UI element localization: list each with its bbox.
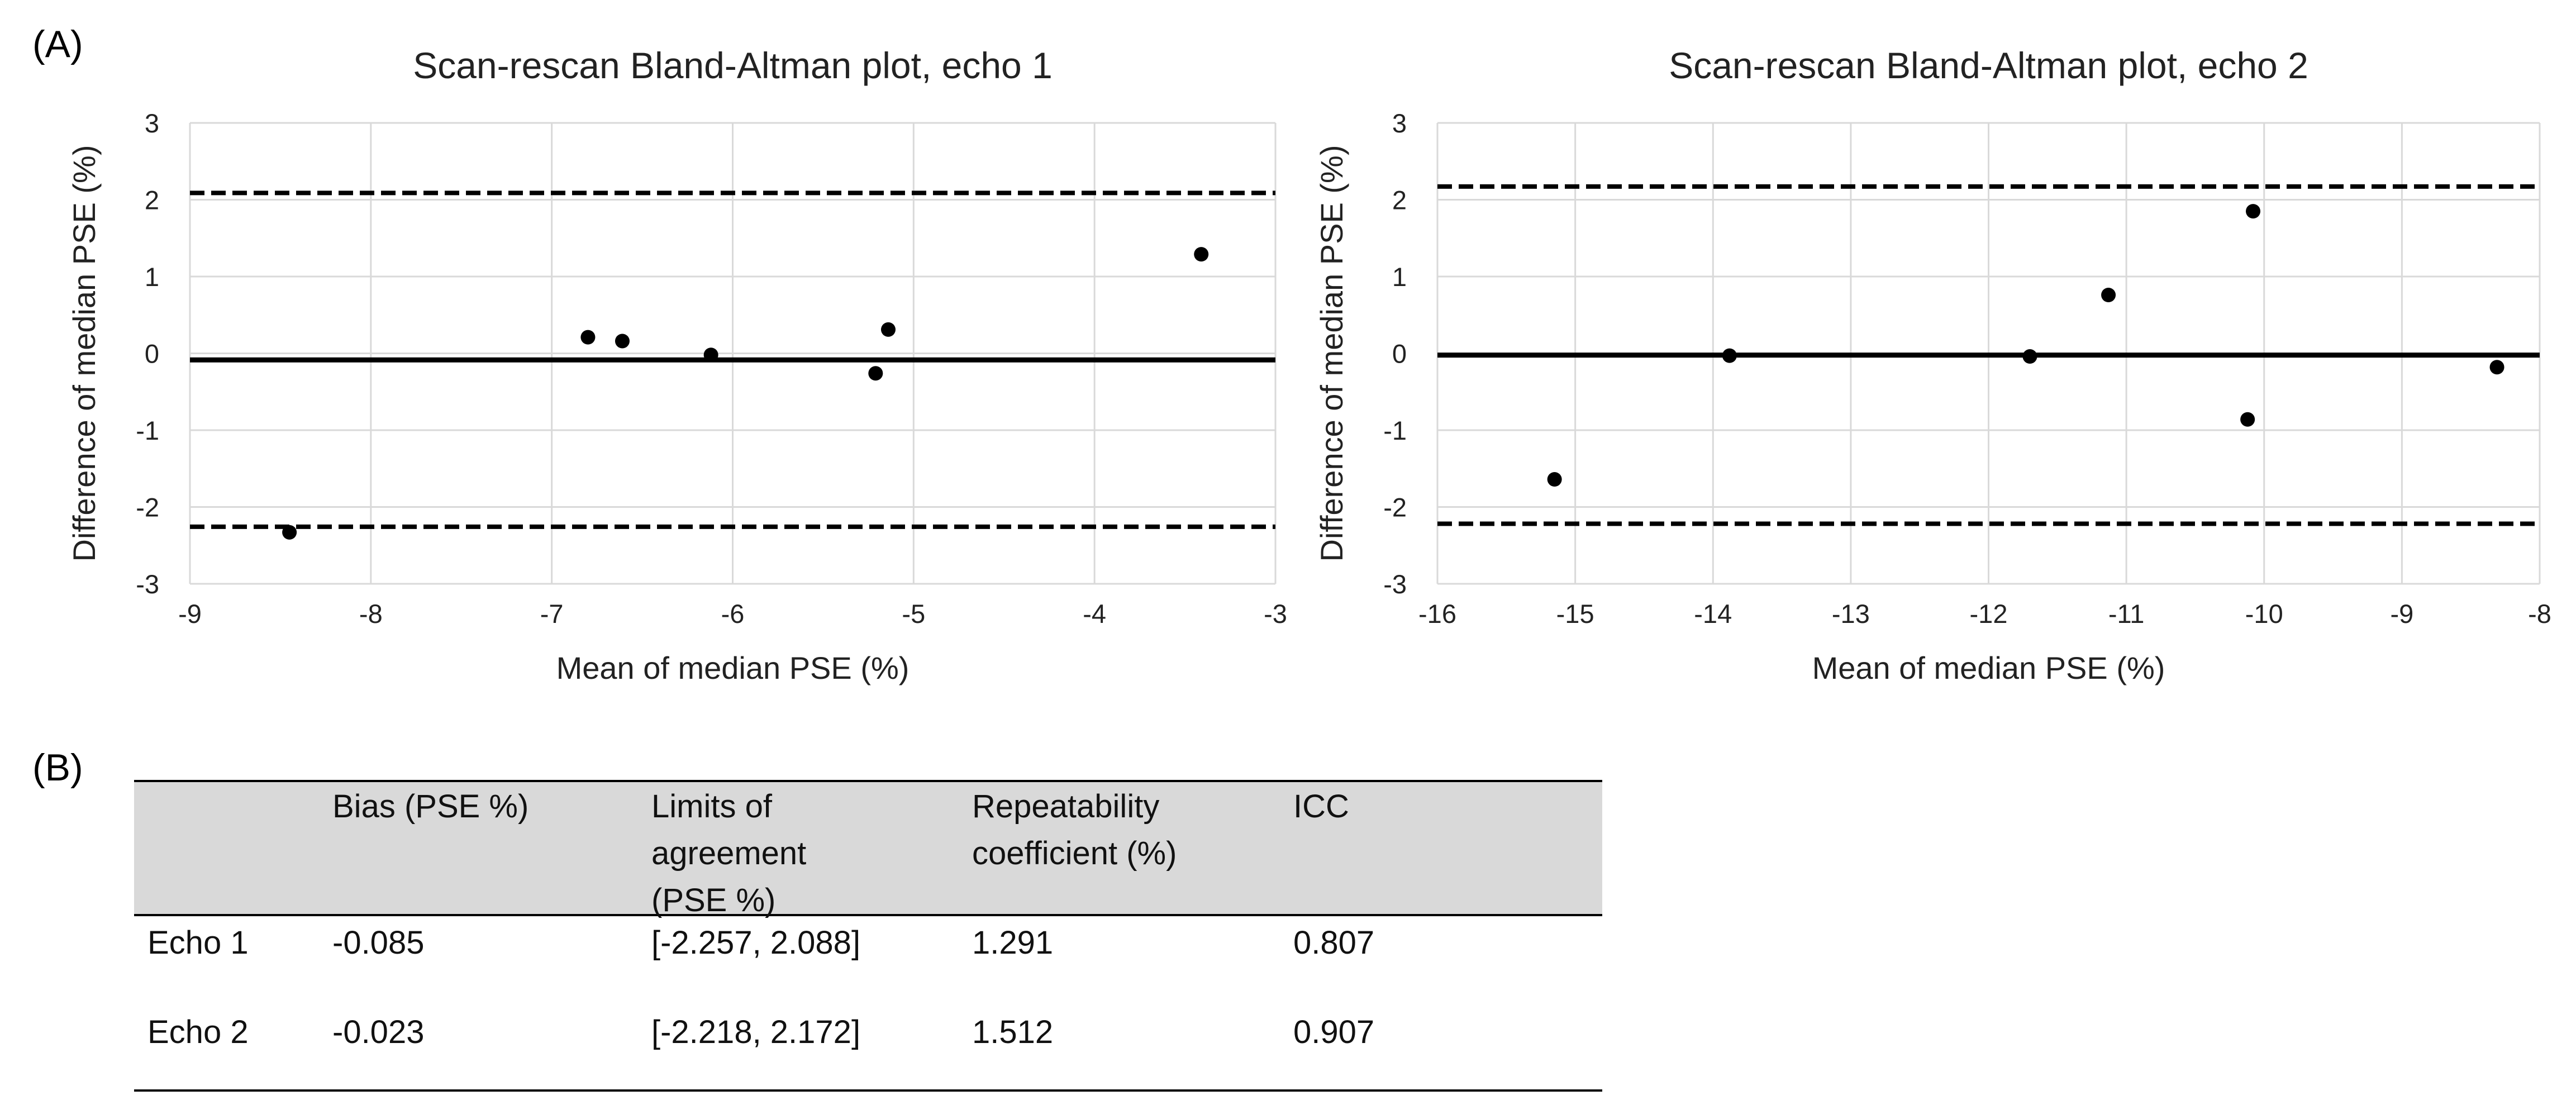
chart-title: Scan-rescan Bland-Altman plot, echo 2	[1669, 45, 2308, 86]
table-cell-row-label: Echo 2	[147, 1014, 249, 1050]
x-tick-label: -4	[1083, 599, 1106, 628]
y-tick-label: 0	[145, 339, 159, 369]
table-cell-bias: -0.023	[332, 1014, 425, 1050]
table-cell-limits: [-2.257, 2.088]	[651, 925, 861, 961]
x-tick-label: -12	[1970, 599, 2008, 628]
x-tick-label: -14	[1694, 599, 1732, 628]
table-cell-limits: [-2.218, 2.172]	[651, 1014, 861, 1050]
table-header-repeatability: Repeatability coefficient (%)	[972, 788, 1177, 872]
y-tick-label: 2	[1392, 185, 1407, 215]
x-tick-label: -10	[2245, 599, 2283, 628]
panel-label-b: (B)	[32, 746, 83, 789]
table-cell-icc: 0.807	[1293, 925, 1375, 961]
chart-title: Scan-rescan Bland-Altman plot, echo 1	[413, 45, 1053, 86]
table-cell-row-label: Echo 1	[147, 925, 249, 961]
x-tick-label: -11	[2108, 599, 2144, 628]
table-cell-repeatability: 1.512	[972, 1014, 1054, 1050]
y-tick-label: -1	[1383, 416, 1407, 445]
data-point	[580, 330, 596, 345]
x-tick-label: -3	[1264, 599, 1287, 628]
x-tick-label: -8	[2528, 599, 2551, 628]
y-tick-label: 1	[1392, 262, 1407, 292]
data-point	[703, 347, 718, 363]
data-point	[2489, 360, 2504, 375]
y-tick-label: 1	[145, 262, 159, 292]
data-point	[615, 334, 630, 349]
y-tick-label: -2	[136, 493, 159, 522]
table-header-rule	[134, 914, 1602, 916]
y-axis-title: Difference of median PSE (%)	[66, 145, 102, 562]
table-cell-repeatability: 1.291	[972, 925, 1054, 961]
x-axis-title: Mean of median PSE (%)	[1812, 650, 2165, 685]
x-tick-label: -13	[1832, 599, 1870, 628]
x-axis-title: Mean of median PSE (%)	[556, 650, 910, 685]
data-point	[282, 525, 297, 540]
y-tick-label: -1	[136, 416, 159, 445]
table-header-limits: Limits of agreement (PSE %)	[651, 788, 807, 918]
x-tick-label: -9	[178, 599, 202, 628]
y-tick-label: 2	[145, 185, 159, 215]
data-point	[2022, 349, 2037, 364]
panel-label-a: (A)	[32, 23, 83, 65]
table-cell-icc: 0.907	[1293, 1014, 1375, 1050]
table-header-bias: Bias (PSE %)	[332, 788, 529, 825]
y-axis-title: Difference of median PSE (%)	[1314, 145, 1349, 562]
y-tick-label: -2	[1383, 493, 1407, 522]
table-top-rule	[134, 780, 1602, 782]
agreement-table: Bias (PSE %) Limits of agreement (PSE %)…	[134, 780, 1602, 1098]
table-bottom-rule	[134, 1089, 1602, 1092]
data-point	[880, 322, 896, 337]
data-point	[1547, 472, 1562, 487]
data-point	[2240, 412, 2255, 427]
x-tick-label: -8	[359, 599, 383, 628]
table-header-icc: ICC	[1293, 788, 1349, 825]
x-tick-label: -15	[1556, 599, 1594, 628]
y-tick-label: -3	[136, 569, 159, 599]
y-tick-label: 3	[1392, 108, 1407, 138]
data-point	[1722, 348, 1737, 363]
y-tick-label: -3	[1383, 569, 1407, 599]
y-tick-label: 0	[1392, 339, 1407, 369]
data-point	[868, 366, 883, 381]
x-tick-label: -16	[1418, 599, 1456, 628]
data-point	[1194, 247, 1209, 262]
table-cell-bias: -0.085	[332, 925, 425, 961]
bland-altman-plot-echo-2: -16 -15 -14 -13 -12 -11 -10 -9 -8-3-2-10123Scan-…	[1314, 45, 2551, 685]
x-tick-label: -9	[2390, 599, 2413, 628]
x-tick-label: -6	[721, 599, 745, 628]
data-point	[2246, 204, 2261, 219]
bland-altman-plot-echo-1: -9 -8 -7 -6 -5 -4 -3 -3 -2 -1 0 1 2 3 Scan-rescan Blan…	[66, 45, 1287, 685]
data-point	[2101, 288, 2116, 302]
y-tick-label: 3	[145, 108, 159, 138]
table-header-background	[134, 780, 1602, 914]
x-tick-label: -5	[902, 599, 925, 628]
x-tick-label: -7	[540, 599, 564, 628]
